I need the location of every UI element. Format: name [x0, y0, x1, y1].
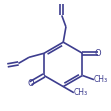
Text: CH₃: CH₃ [94, 75, 108, 84]
Text: CH₃: CH₃ [74, 88, 88, 97]
Text: O: O [95, 49, 101, 58]
Text: O: O [27, 79, 34, 88]
